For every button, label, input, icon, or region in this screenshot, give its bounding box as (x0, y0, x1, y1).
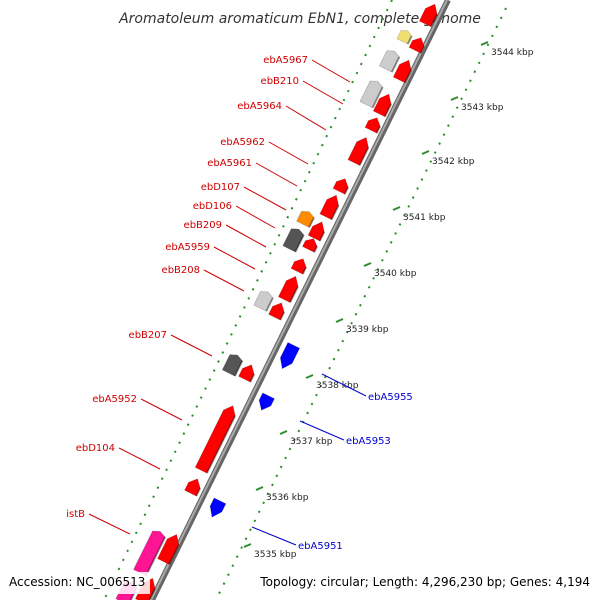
forward-gene-block (372, 93, 392, 118)
forward-gene-block (282, 228, 305, 253)
ruler-tick-label: 3541 kbp (403, 213, 446, 223)
forward-gene-label: ebD106 (193, 201, 232, 212)
footer-right-bg (256, 572, 600, 594)
forward-gene-block (253, 291, 274, 312)
forward-gene-block (184, 478, 201, 497)
forward-gene-block (418, 3, 438, 28)
forward-gene-block (194, 405, 236, 474)
ruler-tick-label: 3536 kbp (266, 493, 309, 503)
forward-gene-label: ebB210 (261, 76, 299, 87)
topology-text: Topology: circular; Length: 4,296,230 bp… (259, 575, 590, 589)
forward-gene-label: ebD107 (201, 182, 240, 193)
forward-gene-block (378, 50, 400, 73)
forward-gene-label: ebA5952 (92, 394, 137, 405)
forward-gene-block (238, 364, 255, 383)
forward-gene-block (302, 238, 318, 253)
forward-gene-block (408, 37, 425, 54)
forward-gene-block (307, 221, 325, 242)
forward-gene-block (157, 534, 180, 565)
forward-gene-block (319, 194, 339, 221)
forward-gene-label: ebA5967 (263, 55, 308, 66)
forward-gene-block (221, 354, 243, 377)
forward-gene-label: ebA5961 (207, 158, 252, 169)
ruler-tick-label: 3538 kbp (316, 381, 359, 391)
forward-gene-block (332, 178, 349, 195)
ruler-tick-label: 3542 kbp (432, 157, 475, 167)
ruler-tick-label: 3540 kbp (374, 269, 417, 279)
ruler-tick-label: 3539 kbp (346, 325, 389, 335)
forward-gene-label: ebB207 (129, 330, 167, 341)
forward-gene-label: ebA5964 (237, 101, 282, 112)
ruler-tick-label: 3543 kbp (461, 103, 504, 113)
ruler-tick-label: 3537 kbp (290, 437, 333, 447)
forward-gene-label: ebA5962 (220, 137, 265, 148)
forward-gene-block (396, 30, 413, 45)
forward-gene-block (364, 117, 381, 134)
accession-text: Accession: NC_006513 (9, 575, 145, 589)
reverse-gene-block (258, 392, 275, 411)
forward-gene-label: ebB209 (184, 220, 222, 231)
reverse-gene-label: ebA5953 (346, 436, 391, 447)
forward-gene-label: istB (66, 509, 85, 520)
forward-gene-block (268, 302, 285, 321)
forward-gene-label: ebB208 (162, 265, 200, 276)
forward-gene-block (296, 211, 315, 228)
ruler-tick-label: 3544 kbp (491, 48, 534, 58)
gene-labels: ebA5967 ebB210 ebA5964 ebA5962 ebA5961 ebD107… (66, 55, 413, 552)
map-title: Aromatoleum aromaticum EbN1, complete ge… (118, 11, 481, 27)
forward-gene-block (347, 137, 369, 166)
gene-features (115, 3, 439, 600)
forward-gene-label: ebA5959 (165, 242, 210, 253)
ruler-tick-label: 3535 kbp (254, 550, 297, 560)
ruler-ticks: 3535 kbp 3536 kbp 3537 kbp 3538 kbp 3539 kbp… (243, 41, 534, 560)
ruler-inner-dots (103, 0, 393, 600)
forward-gene-block (278, 275, 299, 303)
reverse-gene-block (209, 497, 227, 518)
forward-gene-block (392, 59, 412, 84)
reverse-gene-label: ebA5951 (298, 541, 343, 552)
forward-gene-label: ebD104 (76, 443, 115, 454)
footer-left-bg (0, 572, 150, 594)
reverse-gene-block (280, 342, 300, 370)
forward-gene-block (290, 258, 307, 275)
reverse-gene-label: ebA5955 (368, 392, 413, 403)
forward-gene-block (359, 80, 384, 109)
genome-backbone (149, 0, 451, 600)
